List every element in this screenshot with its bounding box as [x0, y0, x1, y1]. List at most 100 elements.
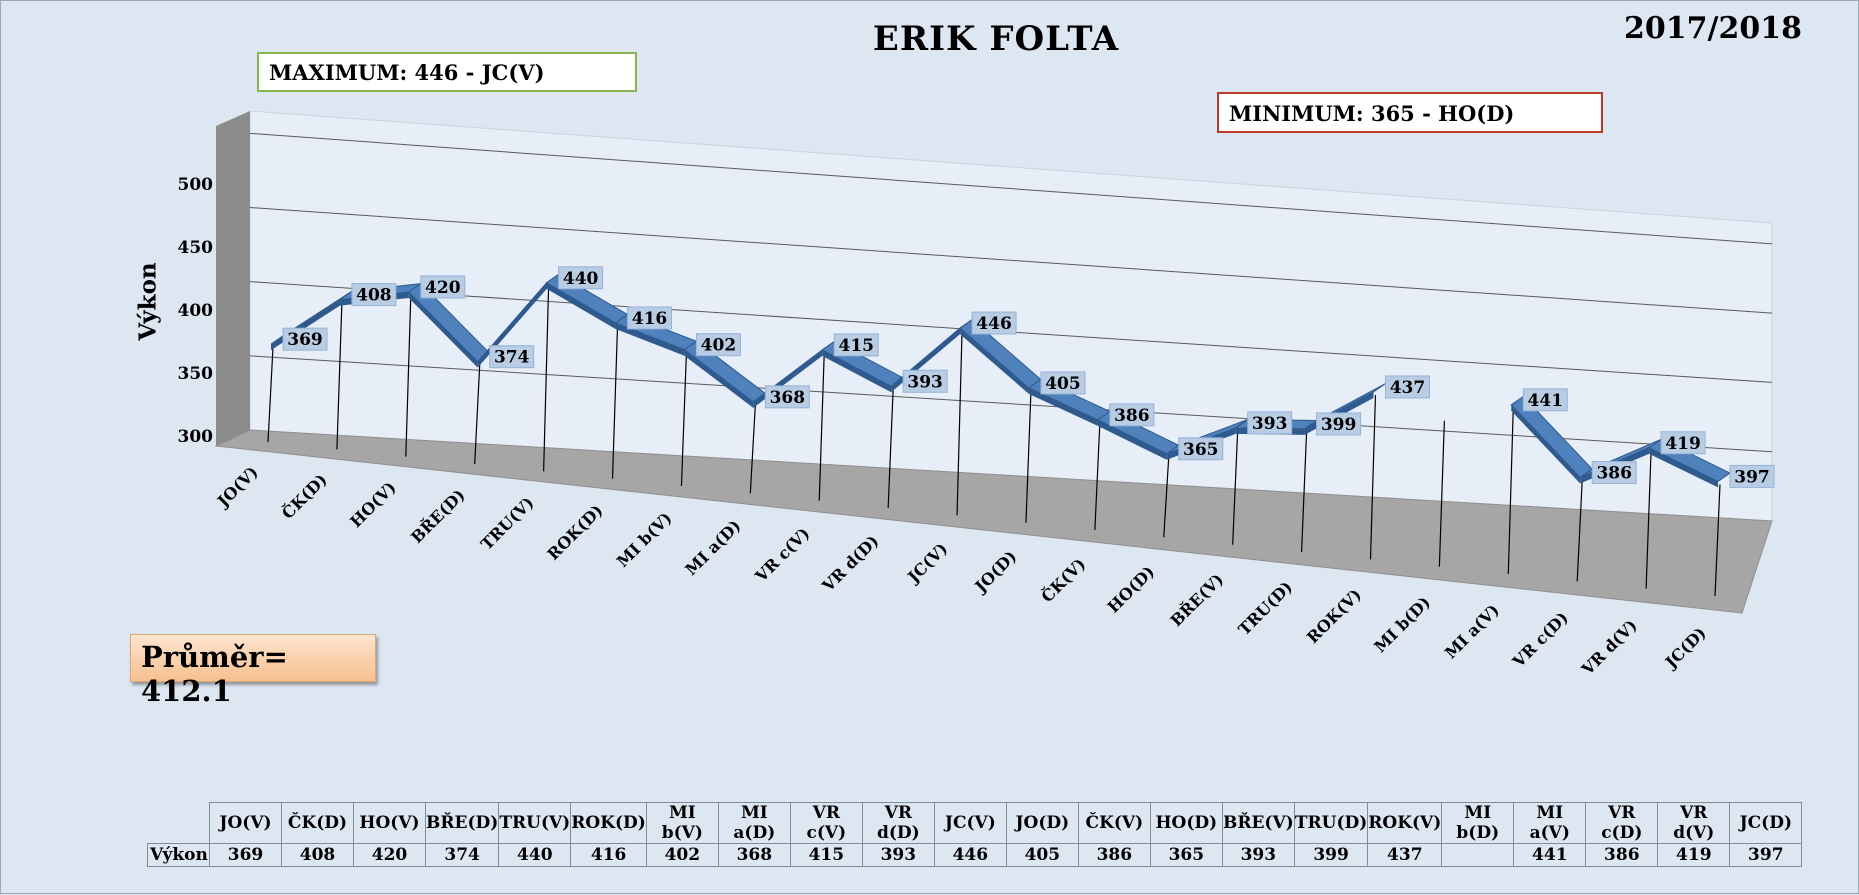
data-label-box — [1591, 460, 1637, 484]
x-tick-label: JO(V) — [212, 462, 262, 512]
data-label: 408 — [351, 283, 397, 307]
drop-line — [267, 347, 274, 443]
data-label: 393 — [902, 369, 948, 393]
data-label-box — [1247, 411, 1293, 435]
data-label: 415 — [833, 333, 879, 357]
drop-line — [1232, 430, 1239, 545]
drop-line — [1645, 450, 1652, 589]
drop-line — [1369, 394, 1377, 560]
data-label-text: 415 — [838, 336, 874, 356]
drop-line — [1576, 480, 1583, 582]
drop-line — [1025, 390, 1032, 523]
data-label: 386 — [1109, 403, 1155, 427]
table-header-cell: VR d(D) — [861, 802, 935, 844]
drop-line — [1094, 422, 1101, 531]
table-cell: 369 — [209, 843, 282, 867]
table-header-cell: VR c(D) — [1585, 802, 1659, 844]
x-tick-label: HO(V) — [346, 478, 399, 531]
x-tick-label: VR d(D) — [818, 531, 883, 596]
x-tick-label: TRU(D) — [1234, 577, 1296, 639]
data-label-box — [1178, 437, 1224, 461]
data-label-text: 405 — [1045, 374, 1081, 394]
data-label-text: 393 — [1252, 414, 1288, 434]
table-header-cell: JO(D) — [1005, 802, 1079, 844]
drop-line — [611, 325, 619, 479]
data-label-box — [282, 327, 328, 351]
table-header-cell: MI b(V) — [645, 802, 719, 844]
data-label-box — [351, 283, 397, 307]
line-segment-edge — [960, 328, 1029, 394]
data-label: 399 — [1316, 412, 1362, 436]
data-table: JO(V) ČK(D) HO(V) BŘE(D) TRU(V) ROK(D) MI b(V)… — [147, 802, 1803, 867]
data-label-box — [558, 266, 604, 290]
data-label: 393 — [1247, 411, 1293, 435]
data-label: 441 — [1522, 388, 1568, 412]
drop-line — [887, 389, 894, 509]
chart-side-wall — [216, 111, 250, 446]
table-header-cell: HO(D) — [1149, 802, 1223, 844]
table-header-cell: BŘE(V) — [1221, 802, 1295, 844]
chart-title: ERIK FOLTA — [872, 19, 1120, 59]
table-row-label: Výkon — [147, 843, 210, 867]
data-label: 446 — [971, 311, 1017, 335]
table-header-cell: HO(V) — [353, 802, 426, 844]
data-label-box — [420, 275, 466, 299]
table-cell: 416 — [570, 843, 647, 867]
data-label-text: 446 — [976, 314, 1012, 334]
gridline — [249, 355, 1773, 453]
x-tick-label: MI a(V) — [1441, 600, 1503, 662]
data-label-box — [902, 369, 948, 393]
line-segment-edge — [546, 282, 616, 329]
table-cell: 405 — [1005, 843, 1079, 867]
average-box: Průměr= 412.1 — [130, 634, 376, 708]
line-segment-edge — [615, 322, 685, 356]
drop-line — [1300, 431, 1308, 553]
table-header-cell: BŘE(D) — [424, 802, 500, 844]
drop-line — [543, 285, 550, 472]
table-header-cell: MI a(D) — [717, 802, 791, 844]
table-cell: 437 — [1367, 843, 1443, 867]
gridline — [249, 132, 1773, 245]
line-segment-edge — [1097, 419, 1167, 460]
data-label: 420 — [420, 275, 466, 299]
drop-line — [1163, 456, 1170, 538]
y-axis-label: Výkon — [134, 262, 162, 341]
data-label-text: 393 — [907, 372, 943, 392]
line-segment-edge — [1649, 447, 1718, 488]
x-tick-label: VR d(V) — [1577, 616, 1641, 680]
data-label-box — [1384, 375, 1430, 399]
data-label-text: 437 — [1390, 378, 1426, 398]
data-label-box — [695, 333, 741, 357]
data-label: 402 — [695, 333, 741, 357]
data-label-text: 408 — [356, 286, 392, 306]
line-segment-edge — [684, 349, 754, 408]
data-label-text: 369 — [287, 330, 323, 350]
data-label-box — [627, 306, 673, 330]
drop-line — [749, 404, 756, 494]
y-tick-label: 450 — [178, 238, 214, 258]
table-header-cell: TRU(V) — [498, 802, 572, 844]
data-label-text: 441 — [1528, 391, 1564, 411]
line-segment-edge — [408, 291, 478, 368]
data-label-text: 402 — [701, 336, 737, 356]
table-row: Výkon 369 408 420 374 440 416 402 368 415 393 446 4… — [147, 843, 1803, 867]
table-header-cell: VR d(V) — [1657, 802, 1731, 844]
gridline — [249, 206, 1773, 314]
table-header-row: JO(V) ČK(D) HO(V) BŘE(D) TRU(V) ROK(D) MI b(V)… — [148, 802, 1803, 844]
data-label: 374 — [489, 345, 535, 369]
data-label-text: 419 — [1665, 434, 1701, 454]
data-label-box — [764, 385, 810, 409]
table-header-cell: MI a(V) — [1513, 802, 1587, 844]
data-label-box — [1109, 403, 1155, 427]
table-cell: 374 — [424, 843, 500, 867]
table-cell: 446 — [933, 843, 1007, 867]
x-tick-label: BŘE(D) — [406, 485, 468, 547]
drop-line — [818, 352, 825, 501]
table-cell: 365 — [1149, 843, 1223, 867]
maximum-box: MAXIMUM: 446 - JC(V) — [257, 52, 637, 92]
x-tick-label: VR c(V) — [751, 524, 814, 587]
x-tick-label: TRU(V) — [477, 493, 538, 554]
table-cell: 386 — [1077, 843, 1151, 867]
x-tick-label: ČK(D) — [277, 469, 330, 522]
drop-line — [956, 331, 963, 516]
